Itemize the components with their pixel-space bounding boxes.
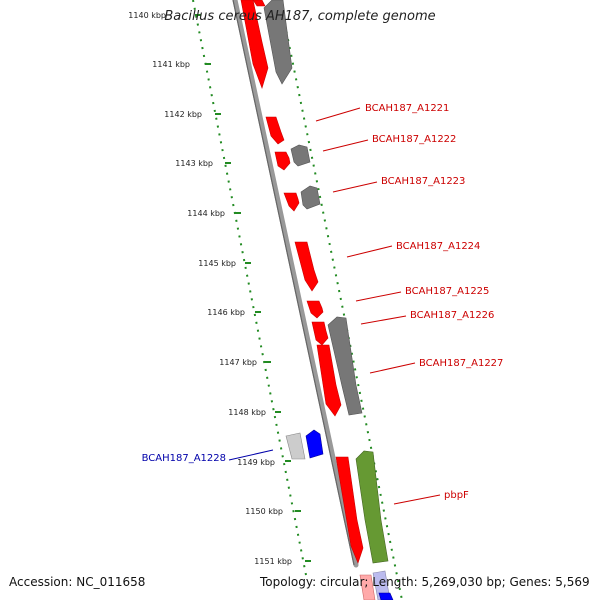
gene-label[interactable]: BCAH187_A1225 — [405, 286, 489, 297]
gene-arrow — [283, 192, 300, 212]
gene-arrow — [274, 151, 291, 171]
leader-line — [322, 139, 369, 152]
leader-line — [332, 181, 378, 193]
scale-tick-label: 1142 kbp — [164, 110, 202, 119]
scale-tick-label: 1146 kbp — [207, 308, 245, 317]
other-genes — [285, 429, 394, 600]
scale-tick-label: 1147 kbp — [219, 358, 257, 367]
reverse-genes — [263, 0, 363, 416]
forward-genes — [240, 0, 376, 600]
gene-label[interactable]: BCAH187_A1221 — [365, 103, 449, 114]
genome-summary-text: Topology: circular; Length: 5,269,030 bp… — [260, 575, 590, 589]
gene-arrow — [240, 0, 269, 89]
scale-ticks: 1140 kbp 1141 kbp 1142 kbp 1143 kbp 1144… — [128, 11, 311, 566]
gene-label[interactable]: pbpF — [444, 490, 469, 501]
genome-backbone — [232, 0, 359, 568]
gene-label[interactable]: BCAH187_A1224 — [396, 241, 480, 252]
gene-label[interactable]: BCAH187_A1227 — [419, 358, 503, 369]
pbpF-gene-arrow — [355, 450, 389, 564]
gene-arrow — [359, 574, 376, 600]
scale-tick-label: 1140 kbp — [128, 11, 166, 20]
gene-labels: BCAH187_A1221 BCAH187_A1222 BCAH187_A122… — [142, 103, 504, 501]
scale-tick-label: 1150 kbp — [245, 507, 283, 516]
gene-arrow — [294, 241, 319, 292]
gene-arrow — [290, 144, 311, 167]
gene-label[interactable]: BCAH187_A1222 — [372, 134, 456, 145]
leader-line — [369, 362, 416, 374]
label-leaders — [228, 107, 441, 505]
scale-tick-label: 1144 kbp — [187, 209, 225, 218]
genome-backbone-shade — [232, 0, 355, 566]
accession-text: Accession: NC_011658 — [9, 575, 146, 589]
scale-track — [192, 0, 307, 576]
gene-arrow — [327, 316, 363, 416]
leader-line — [393, 494, 441, 505]
leader-line — [355, 291, 402, 302]
scale-tick-label: 1148 kbp — [228, 408, 266, 417]
gene-arrow — [265, 116, 285, 145]
scale-tick-label: 1145 kbp — [198, 259, 236, 268]
gene-arrow — [252, 0, 266, 7]
gene-label[interactable]: BCAH187_A1226 — [410, 310, 494, 321]
leader-line — [228, 449, 274, 461]
gene-label[interactable]: BCAH187_A1223 — [381, 176, 465, 187]
gene-arrow — [311, 321, 329, 346]
map-title: Bacillus cereus AH187, complete genome — [164, 9, 436, 24]
gene-label[interactable]: BCAH187_A1228 — [142, 453, 226, 464]
gene-arrow — [300, 185, 321, 210]
gene-arrow — [306, 300, 324, 319]
scale-tick-label: 1149 kbp — [237, 458, 275, 467]
gene-arrow — [263, 0, 293, 85]
scale-tick-label: 1143 kbp — [175, 159, 213, 168]
gene-arrow — [305, 429, 324, 459]
scale-tick-label: 1151 kbp — [254, 557, 292, 566]
gene-arrow — [335, 456, 364, 564]
gene-arrow — [316, 344, 342, 417]
leader-line — [360, 315, 407, 325]
gene-arrow — [285, 432, 306, 460]
scale-tick-label: 1141 kbp — [152, 60, 190, 69]
leader-line — [315, 107, 361, 122]
gene-arrow — [378, 592, 394, 600]
leader-line — [346, 245, 393, 258]
